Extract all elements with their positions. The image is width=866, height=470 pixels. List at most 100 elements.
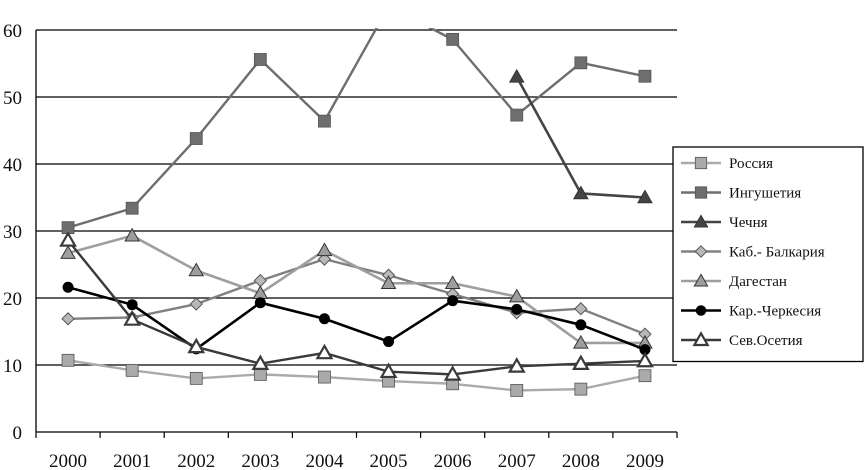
series-group [59, 1, 654, 397]
series-line [68, 257, 646, 336]
legend-swatch-marker [693, 214, 709, 228]
legend-label: Россия [729, 156, 773, 172]
data-point [379, 362, 398, 379]
legend-label: Сев.Осетия [729, 333, 803, 349]
x-tick-label: 2009 [626, 451, 664, 470]
legend-item: Дагестан [681, 273, 787, 290]
x-tick-label: 2008 [562, 451, 600, 470]
data-point [189, 371, 203, 385]
data-point [253, 367, 267, 381]
data-point [187, 337, 206, 354]
data-point [510, 108, 524, 122]
series-line [67, 286, 646, 351]
data-point [446, 32, 460, 46]
legend-label: Чечня [729, 215, 768, 231]
data-point [253, 53, 267, 66]
legend-swatch-marker [692, 331, 710, 347]
x-tick-label: 2003 [241, 451, 279, 470]
data-point [61, 312, 75, 326]
data-point [62, 281, 74, 293]
data-point [638, 69, 652, 83]
data-point [124, 227, 141, 242]
data-point [125, 363, 139, 377]
legend-item: Кар.-Черкесия [681, 304, 821, 320]
y-tick-label: 0 [13, 423, 23, 444]
x-tick-label: 2002 [177, 451, 215, 470]
x-tick-label: 2006 [434, 451, 472, 470]
data-point [507, 357, 526, 373]
series-6 [62, 281, 651, 356]
y-tick-label: 40 [3, 155, 22, 176]
y-tick-label: 60 [3, 21, 22, 42]
legend: Россия Ингушетия Чечня Каб.- Балкария Дагест… [672, 146, 864, 363]
data-point [59, 231, 77, 247]
data-point [251, 354, 270, 371]
x-tick-label: 2000 [49, 451, 87, 470]
data-point [123, 310, 142, 326]
data-point [189, 297, 203, 311]
data-point [636, 351, 654, 368]
data-point [189, 132, 203, 145]
data-point [318, 370, 331, 384]
series-5 [60, 227, 653, 349]
legend-swatch-marker [694, 186, 708, 199]
data-point [511, 303, 523, 315]
data-point [126, 299, 138, 311]
y-tick-label: 50 [3, 88, 22, 109]
data-point [61, 353, 75, 367]
legend-item: Россия [681, 156, 773, 172]
data-point [571, 354, 590, 371]
legend-label: Кар.-Черкесия [729, 304, 821, 320]
series-2 [61, 1, 652, 235]
data-point [254, 297, 266, 309]
data-point [318, 114, 331, 128]
data-point [125, 201, 139, 215]
data-point [318, 313, 330, 325]
data-point [574, 56, 588, 70]
data-point [638, 369, 652, 383]
data-point [315, 343, 334, 360]
data-point [380, 275, 397, 290]
series-line [67, 28, 646, 229]
data-point [443, 365, 462, 381]
legend-swatch-marker [694, 245, 708, 258]
x-tick-label: 2005 [370, 451, 408, 470]
legend-swatch-marker [693, 273, 709, 287]
data-point [383, 336, 395, 348]
series-3 [508, 68, 653, 204]
data-point [508, 68, 525, 83]
legend-label: Дагестан [729, 274, 787, 290]
x-tick-label: 2004 [305, 451, 344, 470]
axes: 0 10 20 30 40 50 60 2000 2001 2002 2003 2004 2005 200… [3, 21, 678, 470]
legend-item: Чечня [681, 214, 768, 231]
series-line [67, 239, 646, 376]
legend-swatch-marker [695, 305, 707, 316]
legend-swatch-marker [694, 156, 708, 170]
data-point [637, 189, 653, 204]
legend-label: Каб.- Балкария [729, 245, 825, 261]
series-7 [59, 231, 654, 381]
data-point [447, 295, 459, 307]
data-point [575, 319, 587, 331]
y-tick-label: 30 [3, 222, 22, 243]
data-point [253, 273, 268, 288]
data-point [383, 1, 395, 13]
y-tick-label: 20 [3, 289, 22, 310]
y-tick-label: 10 [3, 356, 22, 377]
data-point [316, 242, 333, 257]
series-line [67, 234, 645, 345]
legend-item: Каб.- Балкария [681, 245, 825, 261]
data-point [510, 384, 524, 397]
legend-box [672, 146, 864, 363]
x-tick-label: 2001 [113, 451, 151, 470]
data-point [60, 245, 76, 259]
data-point [572, 185, 589, 200]
series-line [515, 76, 646, 199]
data-point [572, 334, 589, 349]
legend-label: Ингушетия [729, 186, 801, 202]
x-tick-label: 2007 [498, 451, 536, 470]
data-point [188, 262, 205, 277]
data-point [508, 288, 525, 303]
data-point [574, 382, 588, 396]
